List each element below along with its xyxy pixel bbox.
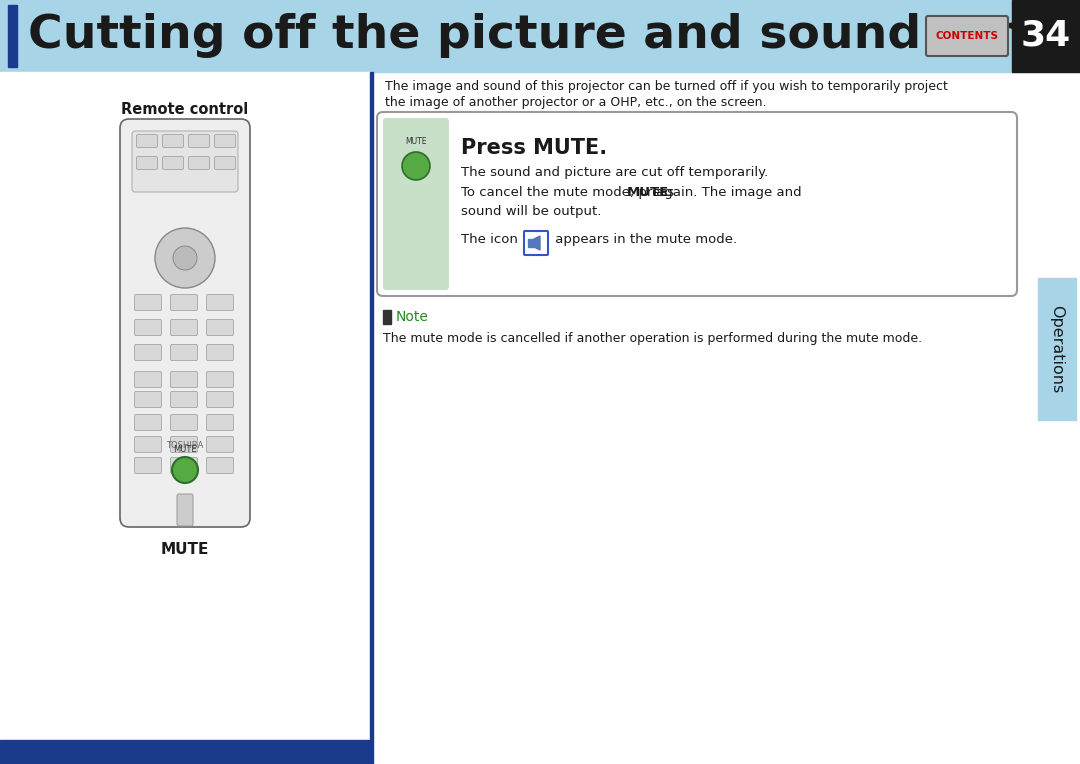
FancyBboxPatch shape [162, 157, 184, 170]
Circle shape [172, 457, 198, 483]
Text: MUTE: MUTE [173, 445, 197, 455]
FancyBboxPatch shape [135, 436, 162, 452]
Text: The image and sound of this projector can be turned off if you wish to temporari: The image and sound of this projector ca… [384, 80, 948, 93]
FancyBboxPatch shape [171, 371, 198, 387]
FancyBboxPatch shape [135, 458, 162, 474]
FancyBboxPatch shape [162, 134, 184, 147]
FancyBboxPatch shape [177, 494, 193, 526]
Text: Cutting off the picture and sound temporarily: Cutting off the picture and sound tempor… [28, 14, 1080, 59]
FancyBboxPatch shape [135, 415, 162, 430]
Bar [528, 239, 534, 247]
Text: the image of another projector or a OHP, etc., on the screen.: the image of another projector or a OHP,… [384, 96, 767, 109]
Text: again. The image and: again. The image and [651, 186, 801, 199]
FancyBboxPatch shape [206, 458, 233, 474]
Polygon shape [534, 236, 540, 250]
FancyBboxPatch shape [524, 231, 548, 255]
Text: CONTENTS: CONTENTS [935, 31, 999, 41]
Circle shape [173, 246, 197, 270]
FancyBboxPatch shape [135, 371, 162, 387]
FancyBboxPatch shape [171, 415, 198, 430]
FancyBboxPatch shape [189, 134, 210, 147]
FancyBboxPatch shape [206, 391, 233, 407]
FancyBboxPatch shape [206, 415, 233, 430]
Bar [8, 5, 17, 67]
FancyBboxPatch shape [136, 134, 158, 147]
Text: The icon: The icon [461, 233, 518, 246]
Text: The sound and picture are cut off temporarily.: The sound and picture are cut off tempor… [461, 166, 768, 179]
Text: To cancel the mute mode, press: To cancel the mute mode, press [461, 186, 678, 199]
Text: sound will be output.: sound will be output. [461, 205, 602, 218]
FancyBboxPatch shape [206, 319, 233, 335]
Text: TOSHIBA: TOSHIBA [166, 442, 204, 451]
Circle shape [402, 152, 430, 180]
Text: appears in the mute mode.: appears in the mute mode. [551, 233, 738, 246]
FancyBboxPatch shape [135, 345, 162, 361]
FancyBboxPatch shape [171, 294, 198, 310]
FancyBboxPatch shape [377, 112, 1017, 296]
Bar [370, 72, 373, 764]
FancyBboxPatch shape [171, 345, 198, 361]
FancyBboxPatch shape [926, 16, 1008, 56]
Bar [0, 72, 372, 764]
FancyBboxPatch shape [171, 319, 198, 335]
FancyBboxPatch shape [206, 436, 233, 452]
Text: Press MUTE.: Press MUTE. [461, 138, 607, 158]
Bar [1012, 0, 1080, 72]
FancyBboxPatch shape [135, 391, 162, 407]
FancyBboxPatch shape [135, 319, 162, 335]
FancyBboxPatch shape [206, 294, 233, 310]
Text: The mute mode is cancelled if another operation is performed during the mute mod: The mute mode is cancelled if another op… [383, 332, 922, 345]
FancyBboxPatch shape [215, 134, 235, 147]
Bar [0, 740, 372, 764]
Bar [383, 310, 391, 324]
Text: 34: 34 [1021, 19, 1071, 53]
Circle shape [156, 228, 215, 288]
FancyBboxPatch shape [189, 157, 210, 170]
Text: MUTE: MUTE [405, 138, 427, 147]
Bar [1038, 278, 1076, 420]
FancyBboxPatch shape [215, 157, 235, 170]
FancyBboxPatch shape [206, 345, 233, 361]
FancyBboxPatch shape [171, 458, 198, 474]
FancyBboxPatch shape [383, 118, 449, 290]
Text: Remote control: Remote control [121, 102, 248, 118]
FancyBboxPatch shape [135, 294, 162, 310]
Bar [0, 0, 1080, 72]
FancyBboxPatch shape [171, 391, 198, 407]
Text: Operations: Operations [1050, 305, 1065, 393]
Text: MUTE: MUTE [626, 186, 670, 199]
FancyBboxPatch shape [132, 131, 238, 192]
FancyBboxPatch shape [171, 436, 198, 452]
FancyBboxPatch shape [206, 371, 233, 387]
Text: MUTE: MUTE [161, 542, 210, 558]
FancyBboxPatch shape [120, 119, 249, 527]
FancyBboxPatch shape [136, 157, 158, 170]
Text: Note: Note [396, 310, 429, 324]
